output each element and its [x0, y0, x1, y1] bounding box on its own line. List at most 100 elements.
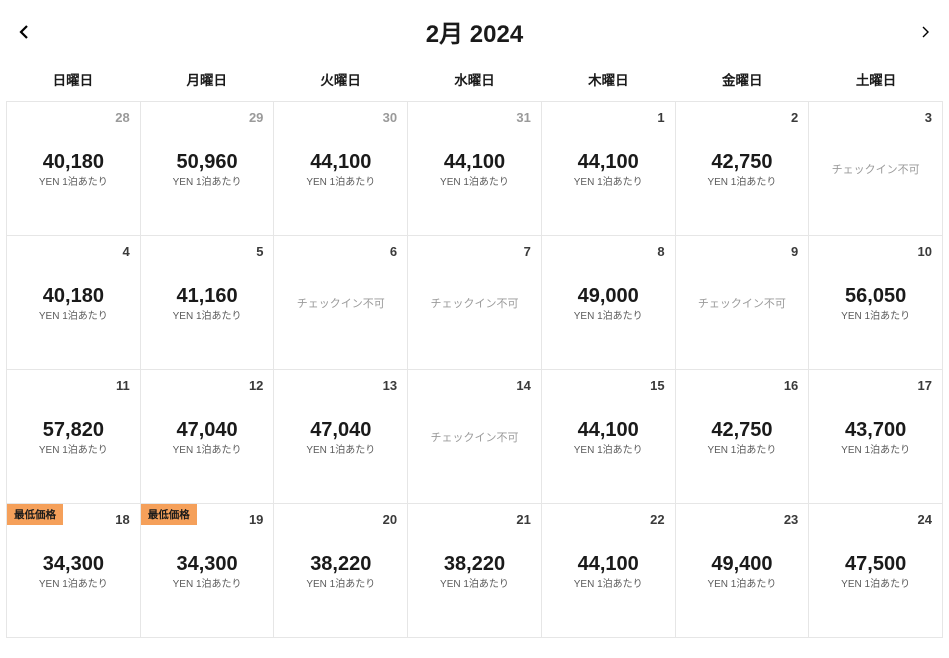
price-value: 41,160 [176, 285, 237, 307]
day-content: 47,500YEN 1泊あたり [819, 513, 932, 629]
price-unit-label: YEN 1泊あたり [574, 173, 643, 188]
day-content: 44,100YEN 1泊あたり [284, 111, 397, 227]
price-value: 42,750 [711, 151, 772, 173]
weekday-label: 木曜日 [541, 69, 675, 89]
weekday-label: 火曜日 [274, 69, 408, 89]
day-content: チェックイン不可 [819, 111, 932, 227]
price-value: 47,040 [176, 419, 237, 441]
lowest-price-badge: 最低価格 [7, 504, 63, 525]
day-content: 56,050YEN 1泊あたり [819, 245, 932, 361]
day-content: 41,160YEN 1泊あたり [151, 245, 264, 361]
price-unit-label: YEN 1泊あたり [39, 307, 108, 322]
price-unit-label: YEN 1泊あたり [841, 307, 910, 322]
calendar-day-cell[interactable]: 144,100YEN 1泊あたり [542, 102, 676, 236]
price-unit-label: YEN 1泊あたり [306, 441, 375, 456]
price-unit-label: YEN 1泊あたり [574, 575, 643, 590]
price-unit-label: YEN 1泊あたり [707, 441, 776, 456]
calendar-day-cell[interactable]: 1743,700YEN 1泊あたり [809, 370, 943, 504]
calendar-day-cell[interactable]: 1642,750YEN 1泊あたり [676, 370, 810, 504]
calendar-header: 2月 2024 [0, 0, 949, 69]
calendar-day-cell[interactable]: 最低価格1934,300YEN 1泊あたり [141, 504, 275, 638]
price-value: 44,100 [578, 419, 639, 441]
calendar-day-cell[interactable]: 2244,100YEN 1泊あたり [542, 504, 676, 638]
calendar-day-cell[interactable]: 9チェックイン不可 [676, 236, 810, 370]
price-unit-label: YEN 1泊あたり [440, 173, 509, 188]
price-value: 49,000 [578, 285, 639, 307]
price-unit-label: YEN 1泊あたり [39, 173, 108, 188]
calendar-day-cell[interactable]: 2950,960YEN 1泊あたり [141, 102, 275, 236]
price-value: 57,820 [43, 419, 104, 441]
calendar-day-cell[interactable]: 1544,100YEN 1泊あたり [542, 370, 676, 504]
calendar-day-cell[interactable]: 7チェックイン不可 [408, 236, 542, 370]
day-content: 57,820YEN 1泊あたり [17, 379, 130, 495]
day-content: チェックイン不可 [418, 245, 531, 361]
weekday-label: 水曜日 [408, 69, 542, 89]
unavailable-label: チェックイン不可 [297, 295, 385, 311]
day-content: 49,400YEN 1泊あたり [686, 513, 799, 629]
calendar-day-cell[interactable]: 2038,220YEN 1泊あたり [274, 504, 408, 638]
calendar-day-cell[interactable]: 2349,400YEN 1泊あたり [676, 504, 810, 638]
day-content: 42,750YEN 1泊あたり [686, 379, 799, 495]
price-unit-label: YEN 1泊あたり [574, 441, 643, 456]
price-value: 50,960 [176, 151, 237, 173]
chevron-right-icon [920, 26, 930, 38]
price-value: 40,180 [43, 151, 104, 173]
day-content: チェックイン不可 [418, 379, 531, 495]
calendar-day-cell[interactable]: 6チェックイン不可 [274, 236, 408, 370]
day-content: 38,220YEN 1泊あたり [284, 513, 397, 629]
day-content: チェックイン不可 [686, 245, 799, 361]
unavailable-label: チェックイン不可 [430, 295, 518, 311]
day-content: 50,960YEN 1泊あたり [151, 111, 264, 227]
price-value: 56,050 [845, 285, 906, 307]
day-content: 47,040YEN 1泊あたり [284, 379, 397, 495]
calendar-day-cell[interactable]: 849,000YEN 1泊あたり [542, 236, 676, 370]
calendar-day-cell[interactable]: 242,750YEN 1泊あたり [676, 102, 810, 236]
prev-month-button[interactable] [12, 20, 36, 44]
calendar-day-cell[interactable]: 1247,040YEN 1泊あたり [141, 370, 275, 504]
unavailable-label: チェックイン不可 [698, 295, 786, 311]
price-value: 44,100 [310, 151, 371, 173]
weekday-row: 日曜日 月曜日 火曜日 水曜日 木曜日 金曜日 土曜日 [0, 69, 949, 101]
unavailable-label: チェックイン不可 [430, 429, 518, 445]
calendar-day-cell[interactable]: 最低価格1834,300YEN 1泊あたり [7, 504, 141, 638]
price-value: 47,040 [310, 419, 371, 441]
day-content: 44,100YEN 1泊あたり [552, 513, 665, 629]
price-value: 44,100 [578, 553, 639, 575]
calendar-day-cell[interactable]: 2447,500YEN 1泊あたり [809, 504, 943, 638]
calendar-day-cell[interactable]: 3044,100YEN 1泊あたり [274, 102, 408, 236]
day-content: 44,100YEN 1泊あたり [418, 111, 531, 227]
calendar-day-cell[interactable]: 14チェックイン不可 [408, 370, 542, 504]
price-unit-label: YEN 1泊あたり [39, 575, 108, 590]
price-unit-label: YEN 1泊あたり [39, 441, 108, 456]
calendar-day-cell[interactable]: 541,160YEN 1泊あたり [141, 236, 275, 370]
price-unit-label: YEN 1泊あたり [173, 307, 242, 322]
price-value: 47,500 [845, 553, 906, 575]
day-content: チェックイン不可 [284, 245, 397, 361]
weekday-label: 日曜日 [6, 69, 140, 89]
day-content: 44,100YEN 1泊あたり [552, 111, 665, 227]
calendar-day-cell[interactable]: 440,180YEN 1泊あたり [7, 236, 141, 370]
calendar-day-cell[interactable]: 3144,100YEN 1泊あたり [408, 102, 542, 236]
calendar-day-cell[interactable]: 1347,040YEN 1泊あたり [274, 370, 408, 504]
calendar-grid: 2840,180YEN 1泊あたり2950,960YEN 1泊あたり3044,1… [6, 101, 943, 638]
price-unit-label: YEN 1泊あたり [574, 307, 643, 322]
price-unit-label: YEN 1泊あたり [707, 575, 776, 590]
next-month-button[interactable] [913, 20, 937, 44]
calendar-day-cell[interactable]: 2138,220YEN 1泊あたり [408, 504, 542, 638]
calendar-day-cell[interactable]: 2840,180YEN 1泊あたり [7, 102, 141, 236]
month-title: 2月 2024 [36, 14, 913, 49]
calendar-day-cell[interactable]: 1056,050YEN 1泊あたり [809, 236, 943, 370]
price-unit-label: YEN 1泊あたり [173, 575, 242, 590]
price-value: 34,300 [43, 553, 104, 575]
price-value: 44,100 [578, 151, 639, 173]
day-content: 49,000YEN 1泊あたり [552, 245, 665, 361]
calendar-day-cell[interactable]: 1157,820YEN 1泊あたり [7, 370, 141, 504]
price-value: 49,400 [711, 553, 772, 575]
price-value: 42,750 [711, 419, 772, 441]
day-content: 34,300YEN 1泊あたり [151, 513, 264, 629]
day-content: 44,100YEN 1泊あたり [552, 379, 665, 495]
price-unit-label: YEN 1泊あたり [440, 575, 509, 590]
price-value: 38,220 [310, 553, 371, 575]
day-content: 38,220YEN 1泊あたり [418, 513, 531, 629]
calendar-day-cell[interactable]: 3チェックイン不可 [809, 102, 943, 236]
